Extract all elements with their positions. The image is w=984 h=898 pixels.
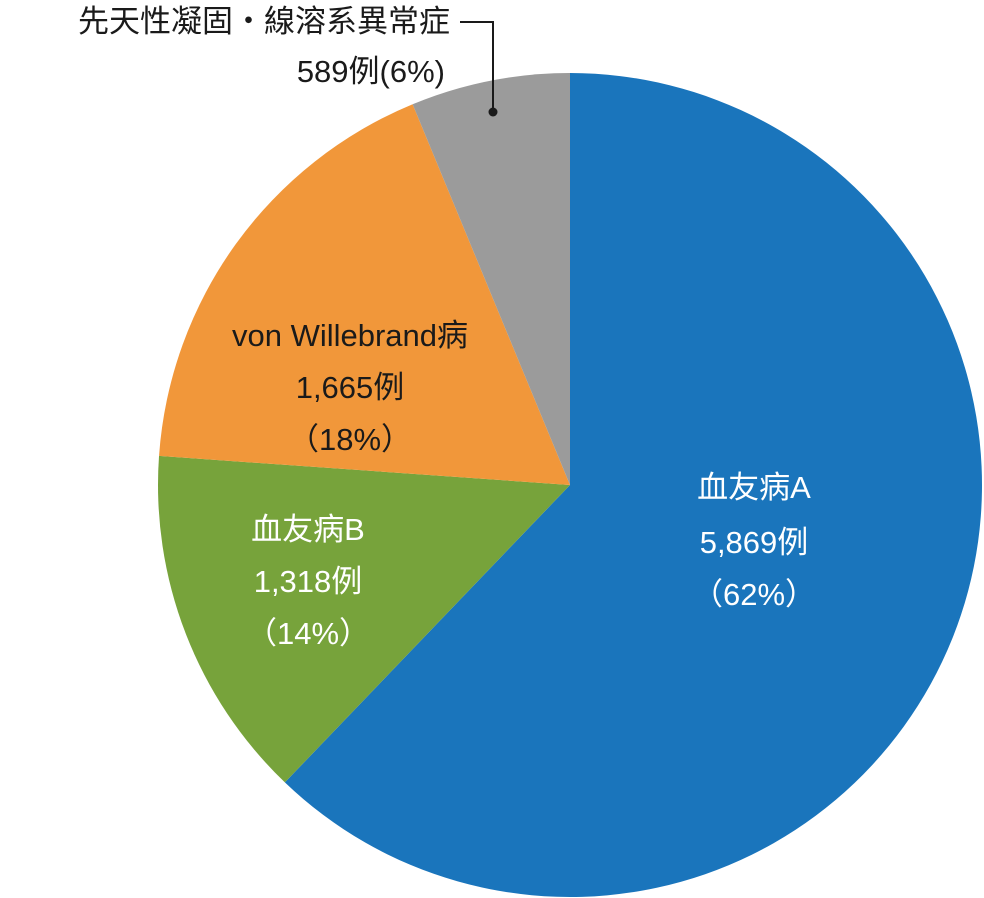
percent-label: （62%） xyxy=(692,577,816,612)
leader-dot xyxy=(488,107,498,117)
slice xyxy=(158,455,570,783)
slice-label: von Willebrand病 xyxy=(232,318,468,353)
slices xyxy=(158,73,982,897)
percent-label: (6%) xyxy=(380,54,445,89)
slice xyxy=(412,73,570,485)
leader-line xyxy=(460,21,494,112)
percent-label: （14%） xyxy=(246,616,370,651)
slice xyxy=(159,104,570,485)
slice-label: 血友病A xyxy=(697,470,811,505)
value-label: 589例 xyxy=(297,54,380,89)
leader xyxy=(460,21,498,117)
slice-label: 先天性凝固・線溶系異常症 xyxy=(78,4,450,39)
value-label-group: 589例(6%) xyxy=(297,54,445,89)
value-label: 5,869例 xyxy=(700,525,809,560)
value-label: 1,665例 xyxy=(296,370,405,405)
slice xyxy=(284,73,982,897)
slice-label: 血友病B xyxy=(251,512,365,547)
value-label: 1,318例 xyxy=(254,564,363,599)
percent-label: （18%） xyxy=(288,422,412,457)
